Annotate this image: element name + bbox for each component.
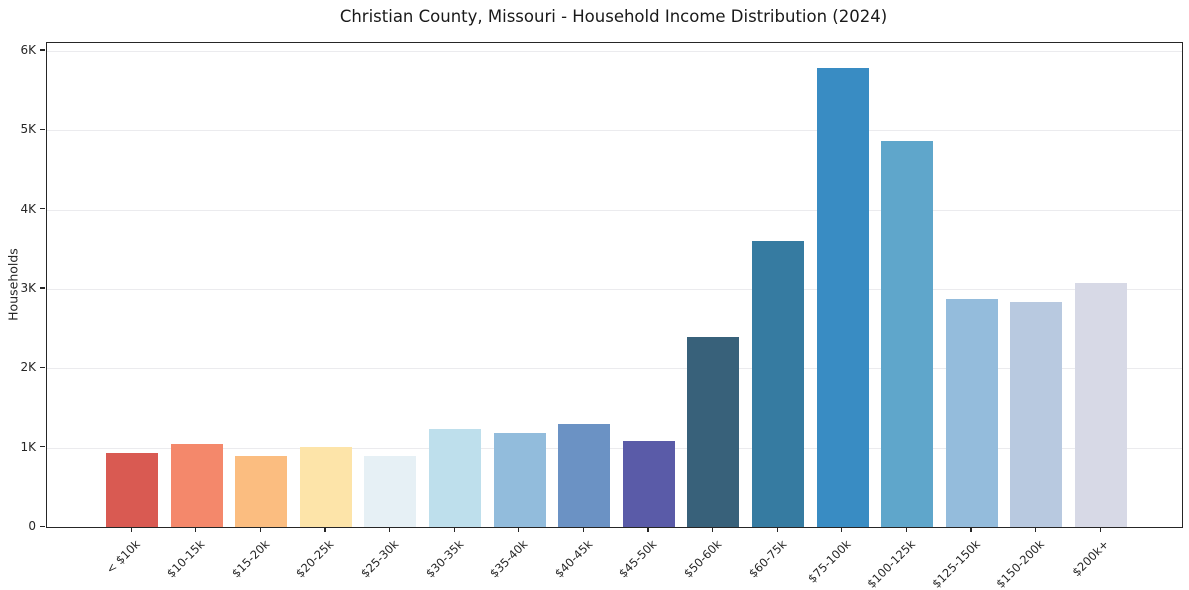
bar-$25-30k <box>364 456 417 527</box>
chart-title: Christian County, Missouri - Household I… <box>339 7 888 26</box>
bar-< $10k <box>106 453 158 527</box>
x-tick <box>647 527 649 533</box>
x-tick <box>388 527 391 533</box>
bar-$15-20k <box>235 456 288 527</box>
x-tick <box>518 527 520 533</box>
x-tick <box>259 527 261 533</box>
y-tick-label: 3K <box>20 280 36 295</box>
y-tick <box>40 446 45 448</box>
y-tick-label: 1K <box>20 439 36 454</box>
y-tick <box>40 49 45 51</box>
y-tick-label: 5K <box>20 122 36 137</box>
x-tick-label: $30-35k <box>422 537 466 581</box>
x-tick <box>776 527 778 533</box>
y-tick-label: 6K <box>20 42 36 57</box>
x-tick-label: $75-100k <box>804 537 854 586</box>
x-tick-label: $60-75k <box>745 537 789 581</box>
bar-$200k+ <box>1075 283 1127 527</box>
bar-$30-35k <box>429 429 481 527</box>
y-tick <box>40 208 45 210</box>
x-tick-label: $35-40k <box>487 537 531 581</box>
x-tick <box>841 527 843 533</box>
x-tick-label: $25-30k <box>357 537 402 581</box>
y-tick-label: 4K <box>20 201 36 216</box>
gridline <box>47 130 1182 132</box>
plot-area <box>46 42 1183 528</box>
x-tick <box>1034 527 1037 533</box>
bar-$50-60k <box>687 337 740 527</box>
x-tick-label: $15-20k <box>228 537 273 581</box>
bar-$20-25k <box>299 446 352 527</box>
gridline <box>47 288 1182 290</box>
bar-$35-40k <box>493 433 546 527</box>
bar-$60-75k <box>752 240 804 527</box>
y-tick <box>40 287 45 289</box>
x-tick-label: $150-200k <box>993 537 1048 590</box>
x-tick <box>453 527 455 533</box>
x-tick-label: $20-25k <box>293 537 337 581</box>
x-tick-label: $50-60k <box>680 537 725 581</box>
gridline <box>47 209 1182 211</box>
y-tick <box>40 525 45 527</box>
y-tick-label: 2K <box>20 360 36 375</box>
bar-$100-125k <box>881 141 934 527</box>
gridline <box>47 368 1182 370</box>
x-tick-label: $125-150k <box>928 537 983 590</box>
x-tick-label: $100-125k <box>864 537 919 590</box>
x-tick <box>1099 527 1101 533</box>
bar-$40-45k <box>558 423 611 527</box>
x-tick-label: < $10k <box>103 537 143 577</box>
bar-$75-100k <box>816 68 869 527</box>
x-tick-label: $45-50k <box>616 537 660 581</box>
gridline <box>47 50 1182 52</box>
bar-$150-200k <box>1010 301 1063 527</box>
y-tick-label: 0 <box>28 519 36 533</box>
bar-$10-15k <box>170 443 223 527</box>
gridline <box>47 447 1182 449</box>
y-tick <box>40 128 45 131</box>
x-tick <box>582 527 584 533</box>
y-tick <box>40 366 45 369</box>
x-tick <box>970 527 972 533</box>
x-tick <box>130 527 132 533</box>
x-tick <box>195 527 197 533</box>
x-tick <box>711 527 714 533</box>
x-tick-label: $10-15k <box>164 537 208 581</box>
bar-$125-150k <box>945 298 998 527</box>
x-tick <box>324 527 326 533</box>
x-tick <box>905 527 907 533</box>
x-tick-label: $40-45k <box>551 537 596 581</box>
bar-$45-50k <box>622 441 675 527</box>
x-tick-label: $200k+ <box>1069 537 1112 580</box>
